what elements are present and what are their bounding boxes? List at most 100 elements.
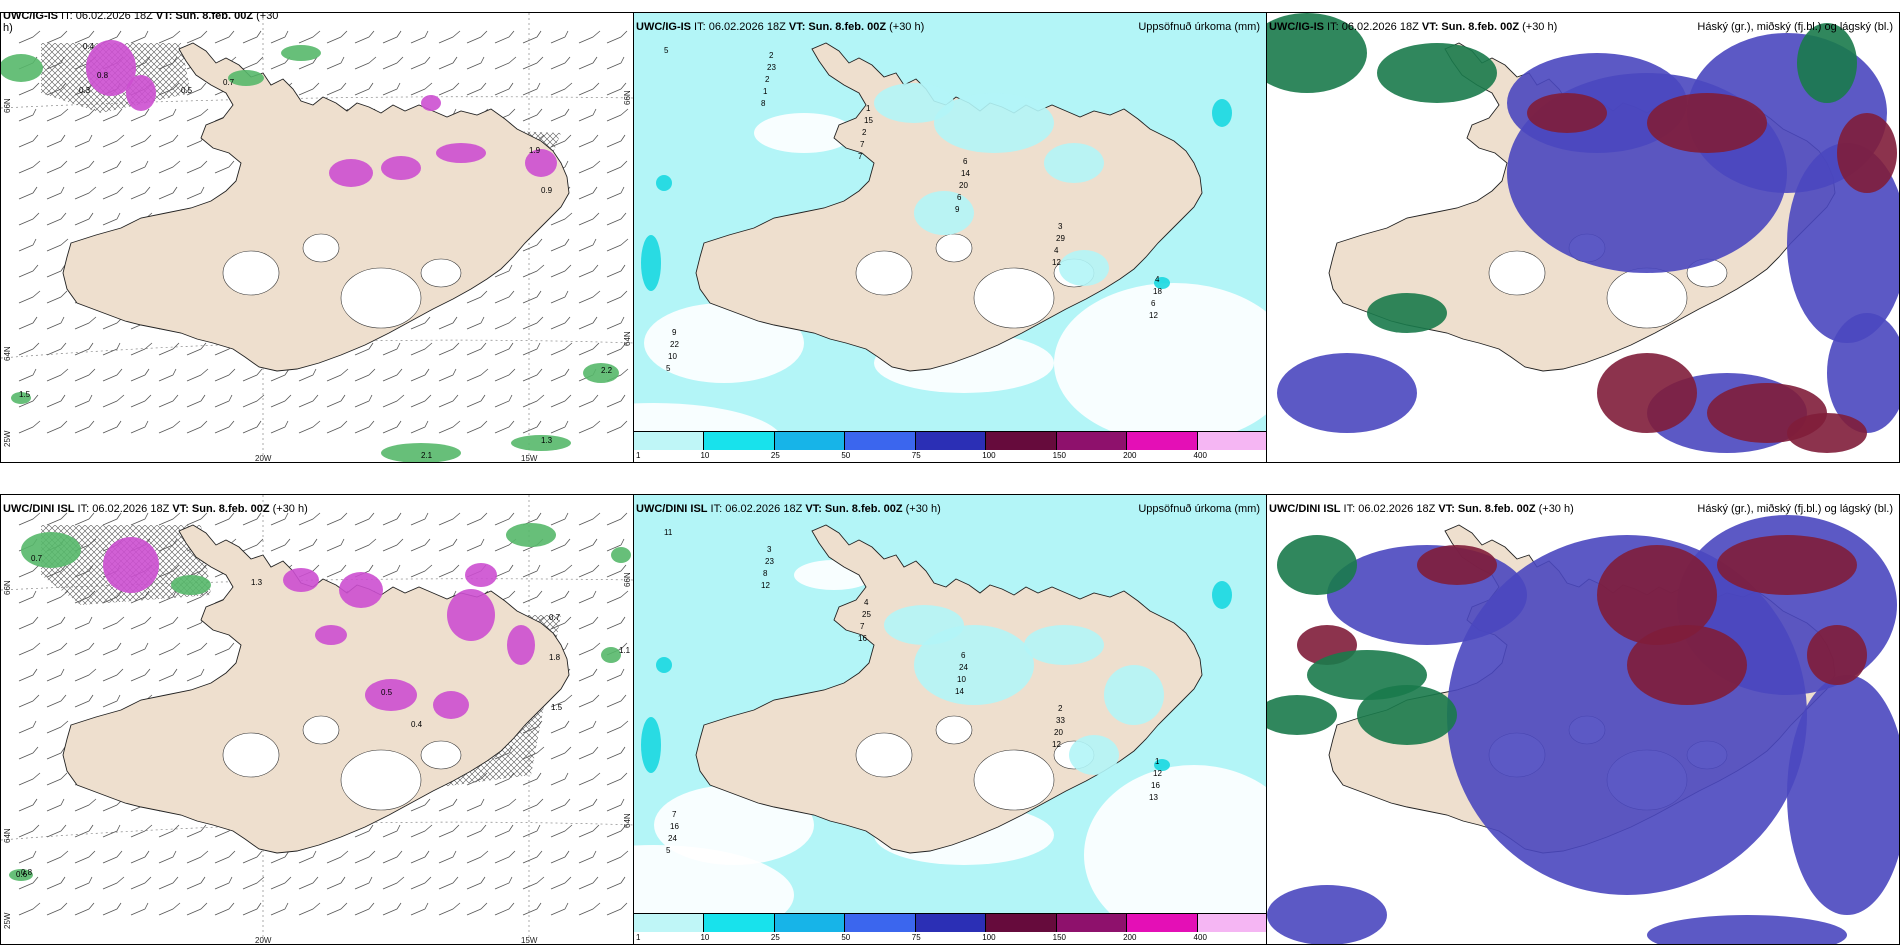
value-label: 0.4 bbox=[83, 42, 95, 51]
wind-barb bbox=[186, 368, 209, 382]
wind-barb bbox=[606, 616, 626, 630]
value-label: 1.3 bbox=[251, 578, 263, 587]
wind-barb bbox=[74, 160, 95, 174]
panel-title: UWC/IG-IS IT: 06.02.2026 18Z VT: Sun. 8.… bbox=[636, 21, 925, 33]
wind-barb bbox=[158, 824, 180, 838]
wind-barb bbox=[130, 186, 151, 200]
colorbar-labels: 1 10 25 50 75 100 150 200 400 bbox=[634, 451, 1266, 462]
colorbar-label: 100 bbox=[982, 451, 996, 460]
colorbar-label: 150 bbox=[1052, 933, 1067, 942]
wind-barb bbox=[74, 368, 96, 382]
precip-purple bbox=[126, 75, 156, 111]
wind-barb bbox=[18, 394, 39, 408]
wind-barb bbox=[186, 668, 205, 682]
wind-barb bbox=[354, 538, 377, 552]
wind-barb bbox=[522, 876, 545, 890]
value-label: 0.4 bbox=[411, 720, 423, 729]
wind-barb bbox=[438, 394, 459, 408]
wind-barb bbox=[46, 160, 68, 174]
wind-barb bbox=[74, 134, 93, 148]
wind-barb bbox=[410, 850, 430, 864]
wind-barb bbox=[18, 108, 37, 122]
wind-barb bbox=[494, 82, 514, 96]
colorbar-cell bbox=[986, 914, 1057, 932]
wind-barb bbox=[102, 824, 121, 838]
wind-barb bbox=[606, 850, 629, 864]
wind-barb bbox=[578, 876, 599, 890]
wind-barb bbox=[522, 30, 542, 44]
wind-barb bbox=[214, 642, 235, 656]
wind-barb bbox=[606, 772, 628, 786]
wind-barb bbox=[18, 238, 37, 252]
wind-barb bbox=[102, 134, 125, 148]
value-label: 12 bbox=[1052, 740, 1061, 749]
wind-barb bbox=[214, 512, 235, 526]
wind-barb bbox=[578, 394, 599, 408]
wind-barb bbox=[18, 290, 41, 304]
wind-barb bbox=[466, 342, 487, 356]
colorbar-cell bbox=[774, 432, 846, 450]
wind-barb bbox=[74, 512, 95, 526]
wind-barb bbox=[578, 512, 601, 526]
wind-barb bbox=[578, 616, 599, 630]
value-label: 3 bbox=[767, 545, 772, 554]
value-label: 14 bbox=[961, 169, 970, 178]
wind-barb bbox=[494, 56, 517, 70]
wind-barb bbox=[578, 902, 601, 916]
glacier-outline bbox=[935, 715, 973, 745]
value-label: 4 bbox=[1054, 246, 1059, 255]
wind-barb bbox=[102, 902, 122, 916]
wind-barb bbox=[522, 850, 543, 864]
wind-barb bbox=[494, 902, 515, 916]
wind-barb bbox=[46, 108, 69, 122]
value-label: 14 bbox=[955, 687, 964, 696]
precip-purple bbox=[103, 537, 159, 593]
colorbar-label: 75 bbox=[911, 451, 921, 460]
colorbar-cell bbox=[1056, 432, 1128, 450]
glacier-outline bbox=[973, 267, 1055, 329]
precip-purple bbox=[447, 589, 495, 641]
wind-barb bbox=[578, 160, 601, 174]
wind-barb bbox=[578, 56, 598, 70]
wind-barb bbox=[606, 902, 628, 916]
colorbar-label: 50 bbox=[841, 933, 851, 942]
precip-green bbox=[511, 435, 571, 451]
lat-label-66n-right: 66N bbox=[623, 572, 632, 587]
wind-barb bbox=[438, 824, 460, 838]
precip-purple bbox=[381, 156, 421, 180]
panel-title: UWC/IG-IS IT: 06.02.2026 18Z VT: Sun. 8.… bbox=[3, 12, 279, 34]
wind-barb bbox=[382, 30, 402, 44]
precip-purple bbox=[283, 568, 319, 592]
value-label: 7 bbox=[672, 810, 677, 819]
wind-barb bbox=[550, 902, 569, 916]
wind-barb bbox=[18, 212, 40, 226]
high-cloud bbox=[1807, 625, 1867, 685]
wind-barb bbox=[522, 342, 541, 356]
wind-barb bbox=[158, 850, 177, 864]
wind-barb bbox=[130, 420, 149, 434]
low-cloud bbox=[1357, 685, 1457, 745]
precip-purple bbox=[86, 40, 136, 96]
wind-barb bbox=[158, 876, 179, 890]
value-label: 29 bbox=[1056, 234, 1065, 243]
wind-barb bbox=[102, 394, 125, 408]
wind-barb bbox=[186, 108, 209, 122]
wind-barb bbox=[550, 264, 572, 278]
precip-cyan bbox=[656, 175, 672, 191]
wind-barb bbox=[158, 186, 178, 200]
wind-barb bbox=[74, 876, 93, 890]
wind-barb bbox=[298, 82, 320, 96]
value-label: 12 bbox=[1149, 311, 1158, 320]
wind-barb bbox=[606, 798, 625, 812]
wind-barb bbox=[578, 264, 599, 278]
wind-barb bbox=[326, 850, 349, 864]
wind-barb bbox=[326, 30, 348, 44]
wind-barb bbox=[46, 694, 67, 708]
wind-barb bbox=[46, 902, 68, 916]
wind-barb bbox=[550, 420, 569, 434]
wind-barb bbox=[606, 56, 625, 70]
wind-barb bbox=[606, 238, 629, 252]
wind-barb bbox=[410, 316, 431, 330]
wind-barb bbox=[410, 56, 431, 70]
wind-barb bbox=[18, 850, 37, 864]
